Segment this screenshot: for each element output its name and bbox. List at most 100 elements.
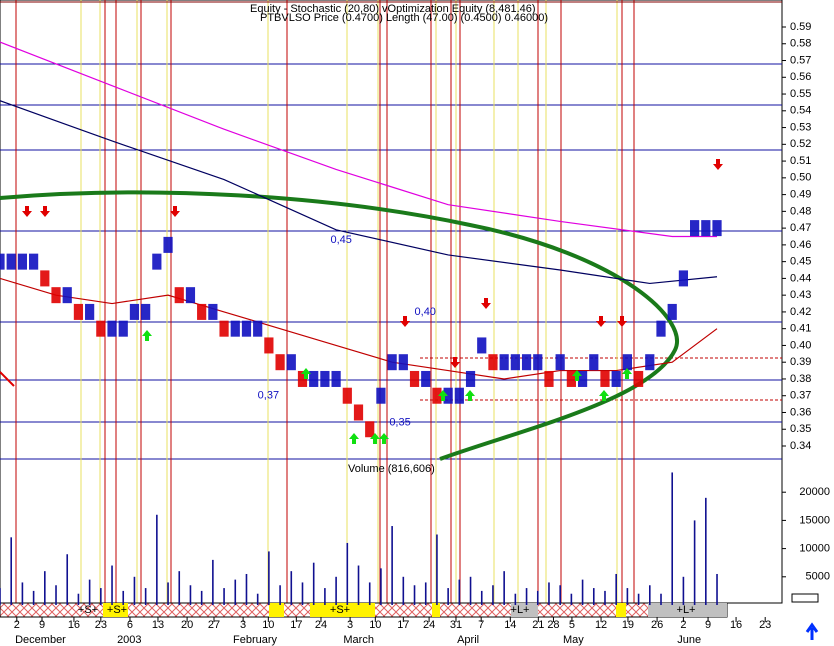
price-block xyxy=(264,337,274,354)
y-tick-label: 0.56 xyxy=(790,71,811,83)
sell-arrow xyxy=(713,159,723,170)
month-label: March xyxy=(343,634,374,646)
y-tick-label: 0.36 xyxy=(790,406,811,418)
buy-arrow xyxy=(622,368,632,379)
y-tick-label: 0.48 xyxy=(790,205,811,217)
y-tick-label: 0.46 xyxy=(790,239,811,251)
x-tick-label: 2 xyxy=(14,619,20,631)
annotation: 0,35 xyxy=(389,416,410,428)
volume-bar xyxy=(167,582,169,605)
volume-tick-label: 20000 xyxy=(799,486,830,498)
y-tick-label: 0.57 xyxy=(790,54,811,66)
price-block xyxy=(85,303,95,320)
price-block xyxy=(566,370,576,387)
scroll-box[interactable] xyxy=(791,593,819,603)
volume-bar xyxy=(44,571,46,605)
price-block xyxy=(533,354,543,371)
volume-bar xyxy=(626,588,629,605)
y-tick-label: 0.59 xyxy=(790,21,811,33)
volume-bar xyxy=(368,582,371,605)
sell-arrow xyxy=(596,316,606,327)
price-block xyxy=(286,354,296,371)
y-tick-label: 0.43 xyxy=(790,289,811,301)
volume-bar xyxy=(480,590,483,605)
y-tick-label: 0.58 xyxy=(790,38,811,50)
y-tick-label: 0.45 xyxy=(790,256,811,268)
volume-bar xyxy=(492,585,494,605)
x-tick-label: 9 xyxy=(39,619,45,631)
y-tick-label: 0.39 xyxy=(790,356,811,368)
y-tick-label: 0.54 xyxy=(790,105,811,117)
volume-bar xyxy=(122,590,125,605)
volume-bar xyxy=(178,571,181,605)
price-block xyxy=(376,387,386,404)
price-block xyxy=(62,287,72,304)
price-block xyxy=(499,354,509,371)
price-block xyxy=(174,287,184,304)
x-tick-label: 24 xyxy=(315,619,327,631)
price-block xyxy=(29,253,39,270)
month-label: February xyxy=(233,634,278,646)
volume-bar xyxy=(77,593,80,605)
price-block xyxy=(17,253,28,270)
volume-bar xyxy=(223,588,225,605)
volume-bar xyxy=(391,526,393,605)
y-tick-label: 0.49 xyxy=(790,189,811,201)
price-block xyxy=(667,303,677,320)
x-tick-label: 21 xyxy=(532,619,544,631)
price-block xyxy=(241,320,252,337)
chart-title: Equity - Stochastic (20,80) vOptimizatio… xyxy=(250,3,536,15)
volume-bar xyxy=(346,542,349,605)
annotation: 0,45 xyxy=(331,234,352,246)
price-block xyxy=(555,354,565,371)
volume-bar xyxy=(637,593,640,605)
price-block xyxy=(678,270,689,287)
price-block xyxy=(253,320,263,337)
pattern-arc xyxy=(0,190,679,461)
volume-bar xyxy=(301,582,304,605)
price-block xyxy=(0,253,5,270)
price-block xyxy=(398,354,408,371)
annotation: 0,40 xyxy=(415,306,436,318)
scroll-arrow[interactable] xyxy=(805,622,819,640)
x-tick-label: 12 xyxy=(595,619,607,631)
x-tick-label: 23 xyxy=(759,619,771,631)
x-tick-label: 27 xyxy=(208,619,220,631)
volume-bar xyxy=(335,576,337,605)
trend-stub xyxy=(0,371,15,387)
buy-arrow xyxy=(349,433,359,444)
volume-tick-label: 5000 xyxy=(806,571,830,583)
volume-bar xyxy=(189,585,192,605)
y-tick-label: 0.47 xyxy=(790,222,811,234)
volume-bar xyxy=(290,571,293,605)
y-tick-label: 0.35 xyxy=(790,423,811,435)
buy-arrow xyxy=(438,390,448,401)
price-block xyxy=(230,320,240,337)
y-tick-label: 0.44 xyxy=(790,272,811,284)
x-tick-label: 3 xyxy=(240,619,246,631)
y-tick-label: 0.37 xyxy=(790,390,811,402)
volume-bar xyxy=(256,593,259,605)
price-block xyxy=(353,404,364,421)
volume-bar xyxy=(88,579,91,605)
price-block xyxy=(141,303,151,320)
x-tick-label: 20 xyxy=(181,619,193,631)
y-tick-label: 0.42 xyxy=(790,306,811,318)
y-tick-label: 0.52 xyxy=(790,138,811,150)
volume-bar xyxy=(705,497,707,605)
volume-bar xyxy=(156,514,158,605)
signal-strip xyxy=(0,602,728,618)
y-tick-label: 0.40 xyxy=(790,339,811,351)
y-tick-label: 0.51 xyxy=(790,155,811,167)
band-label: +L+ xyxy=(511,604,530,616)
volume-bar xyxy=(402,576,405,605)
month-label: June xyxy=(677,634,701,646)
volume-bar xyxy=(648,585,651,605)
price-block xyxy=(331,370,341,387)
buy-arrow xyxy=(465,390,475,401)
volume-title: Volume (816,606) xyxy=(348,463,435,475)
price-block xyxy=(622,354,632,371)
x-tick-label: 31 xyxy=(450,619,462,631)
buy-arrow xyxy=(301,368,311,379)
